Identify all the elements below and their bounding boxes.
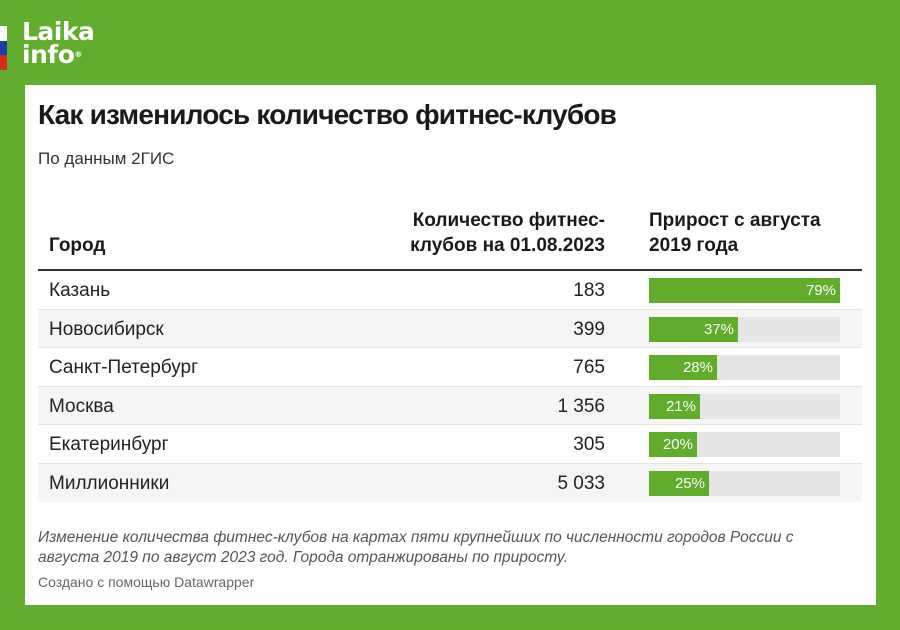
growth-bar-track: 21% <box>649 393 840 419</box>
flag-stripe-blue <box>0 40 7 56</box>
cell-count: 765 <box>573 357 605 378</box>
growth-bar <box>649 432 697 457</box>
cell-count: 1 356 <box>557 395 605 417</box>
growth-bar <box>649 470 709 496</box>
cell-city: Екатеринбург <box>49 434 169 455</box>
growth-bar-track: 37% <box>649 316 840 342</box>
growth-bar-label: 28% <box>682 359 713 376</box>
column-header-count: Количество фитнес-клубов на 01.08.2023 <box>410 210 605 256</box>
growth-bar-track: 20% <box>649 432 840 457</box>
growth-bar-label: 79% <box>805 282 836 299</box>
cell-city: Новосибирск <box>49 318 164 340</box>
logo-line1: Laika <box>22 17 95 46</box>
table-row: Миллионники 5 033 25% <box>38 463 862 502</box>
growth-bar-track: 28% <box>649 355 840 380</box>
growth-bar-track: 25% <box>649 470 840 496</box>
growth-bar-label: 20% <box>662 436 693 453</box>
header-divider <box>38 269 862 271</box>
table-row: Новосибирск 399 37% <box>38 309 862 348</box>
growth-bar <box>649 278 840 303</box>
cell-count: 5 033 <box>557 472 605 494</box>
table-row: Москва 1 356 21% <box>38 386 862 425</box>
flag-stripe-white <box>0 26 7 41</box>
table-row: Санкт-Петербург 765 28% <box>38 348 862 387</box>
chart-title: Как изменилось количество фитнес-клубов <box>38 99 617 130</box>
growth-bar <box>649 316 738 342</box>
russian-flag-icon <box>0 26 7 70</box>
column-header-city: Город <box>49 235 106 256</box>
registered-mark: ® <box>74 50 82 59</box>
table-row: Екатеринбург 305 20% <box>38 425 862 464</box>
cell-city: Казань <box>49 280 111 301</box>
chart-note: Изменение количества фитнес-клубов на ка… <box>38 529 794 566</box>
chart-card: Как изменилось количество фитнес-клубов … <box>25 85 876 605</box>
logo-line2: info® <box>22 40 82 69</box>
data-table: Казань 183 79% Новосибирск 399 37% Санкт-Петер… <box>38 271 862 502</box>
cell-count: 183 <box>573 280 605 301</box>
cell-count: 305 <box>573 434 605 455</box>
chart-credit: Создано с помощью Datawrapper <box>38 574 255 590</box>
growth-bar <box>649 393 700 419</box>
laika-info-logo: Laika info® <box>0 17 110 76</box>
table-row: Казань 183 79% <box>38 271 862 310</box>
growth-bar-label: 37% <box>703 320 734 338</box>
cell-city: Санкт-Петербург <box>49 357 199 378</box>
flag-stripe-red <box>0 55 7 70</box>
column-header-growth: Прирост с августа 2019 года <box>649 210 821 256</box>
growth-bar <box>649 355 717 380</box>
growth-bar-label: 21% <box>665 397 696 415</box>
chart-subtitle: По данным 2ГИС <box>38 149 175 168</box>
cell-count: 399 <box>573 318 605 340</box>
growth-bar-label: 25% <box>674 474 705 492</box>
logo-wordmark: Laika info® <box>22 17 95 69</box>
cell-city: Москва <box>49 395 114 417</box>
cell-city: Миллионники <box>49 472 170 494</box>
growth-bar-track: 79% <box>649 278 840 303</box>
